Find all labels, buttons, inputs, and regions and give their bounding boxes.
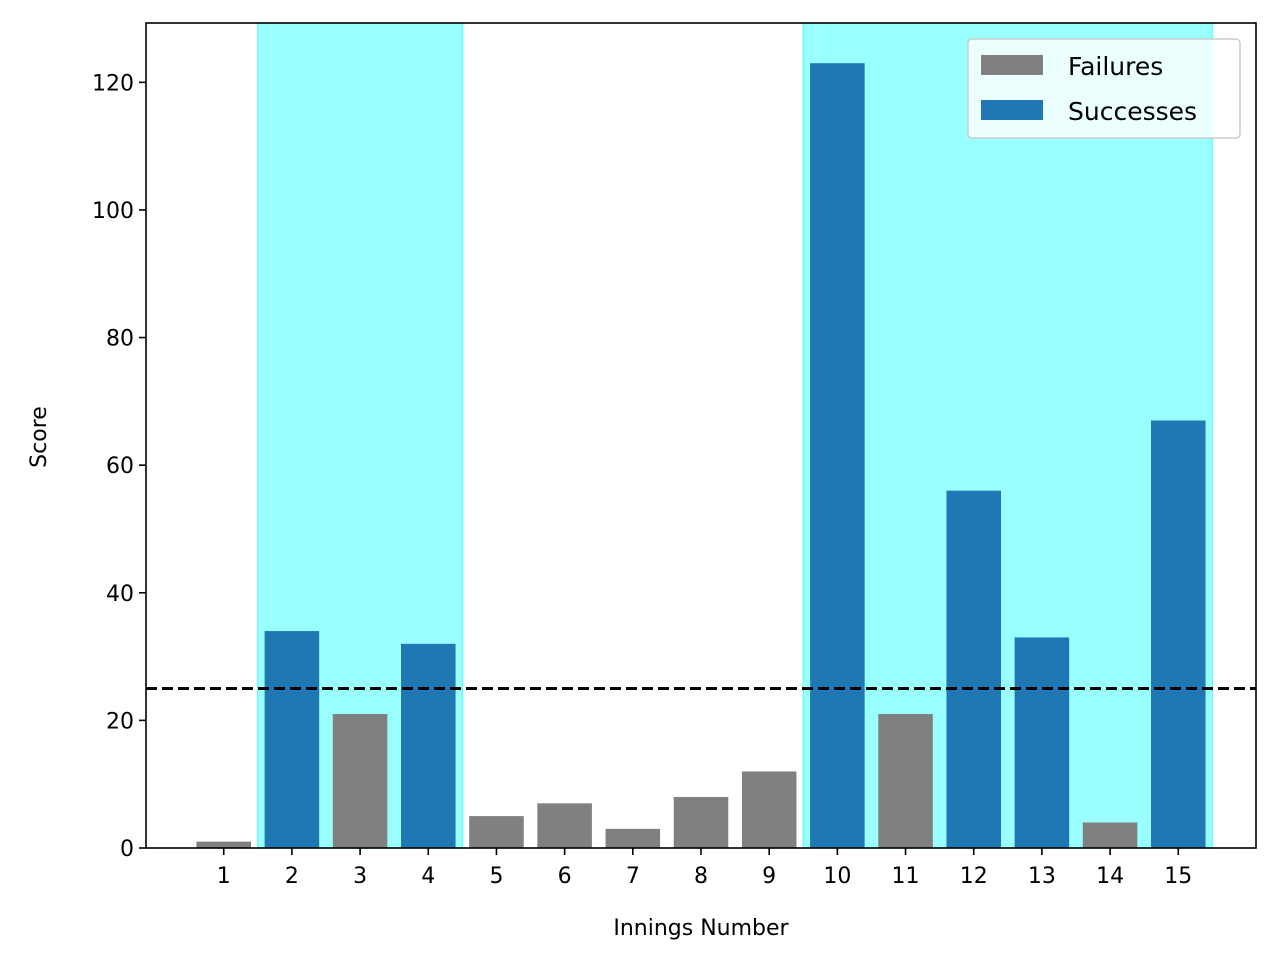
x-tick-label: 10 [823, 864, 851, 889]
shaded-span-2 [802, 22, 1214, 849]
legend-swatch-successes [981, 100, 1043, 120]
y-tick-label: 20 [106, 709, 134, 734]
bar-failures-7 [605, 828, 661, 848]
y-tick-label: 60 [106, 454, 134, 479]
x-tick-label: 6 [558, 864, 572, 889]
bar-failures-6 [537, 803, 592, 848]
bar-successes-2 [264, 631, 320, 848]
x-tick-label: 2 [285, 864, 299, 889]
bar-failures-9 [741, 771, 797, 848]
x-tick-label: 12 [960, 864, 988, 889]
legend-label-successes: Successes [1068, 97, 1197, 126]
x-tick-label: 11 [892, 864, 920, 889]
y-tick-label: 0 [120, 837, 134, 862]
bar-successes-13 [1014, 637, 1070, 848]
y-tick-label: 40 [106, 582, 134, 607]
bar-successes-10 [810, 63, 865, 849]
x-tick-label: 8 [694, 864, 708, 889]
x-tick-label: 5 [489, 864, 503, 889]
bar-failures-1 [196, 841, 251, 848]
legend-label-failures: Failures [1068, 52, 1163, 81]
x-tick-label: 7 [626, 864, 640, 889]
x-tick-label: 9 [762, 864, 776, 889]
x-tick-label: 4 [421, 864, 435, 889]
bar-failures-14 [1082, 822, 1138, 848]
bar-failures-11 [878, 714, 933, 848]
y-tick-label: 120 [92, 71, 134, 96]
bar-successes-15 [1151, 420, 1206, 848]
legend: Failures Successes [967, 38, 1241, 139]
bar-failures-5 [469, 816, 524, 848]
x-tick-label: 1 [217, 864, 231, 889]
x-axis-label: Innings Number [613, 916, 789, 941]
y-axis-label: Score [27, 406, 52, 468]
y-tick-label: 100 [92, 199, 134, 224]
bar-failures-3 [332, 714, 388, 848]
x-tick-label: 14 [1096, 864, 1124, 889]
x-tick-label: 3 [353, 864, 367, 889]
bar-successes-4 [401, 643, 456, 848]
legend-swatch-failures [981, 55, 1043, 75]
bar-failures-8 [673, 796, 729, 848]
bar-successes-12 [946, 490, 1001, 848]
x-tick-label: 15 [1164, 864, 1192, 889]
x-tick-label: 13 [1028, 864, 1056, 889]
y-tick-label: 80 [106, 327, 134, 352]
